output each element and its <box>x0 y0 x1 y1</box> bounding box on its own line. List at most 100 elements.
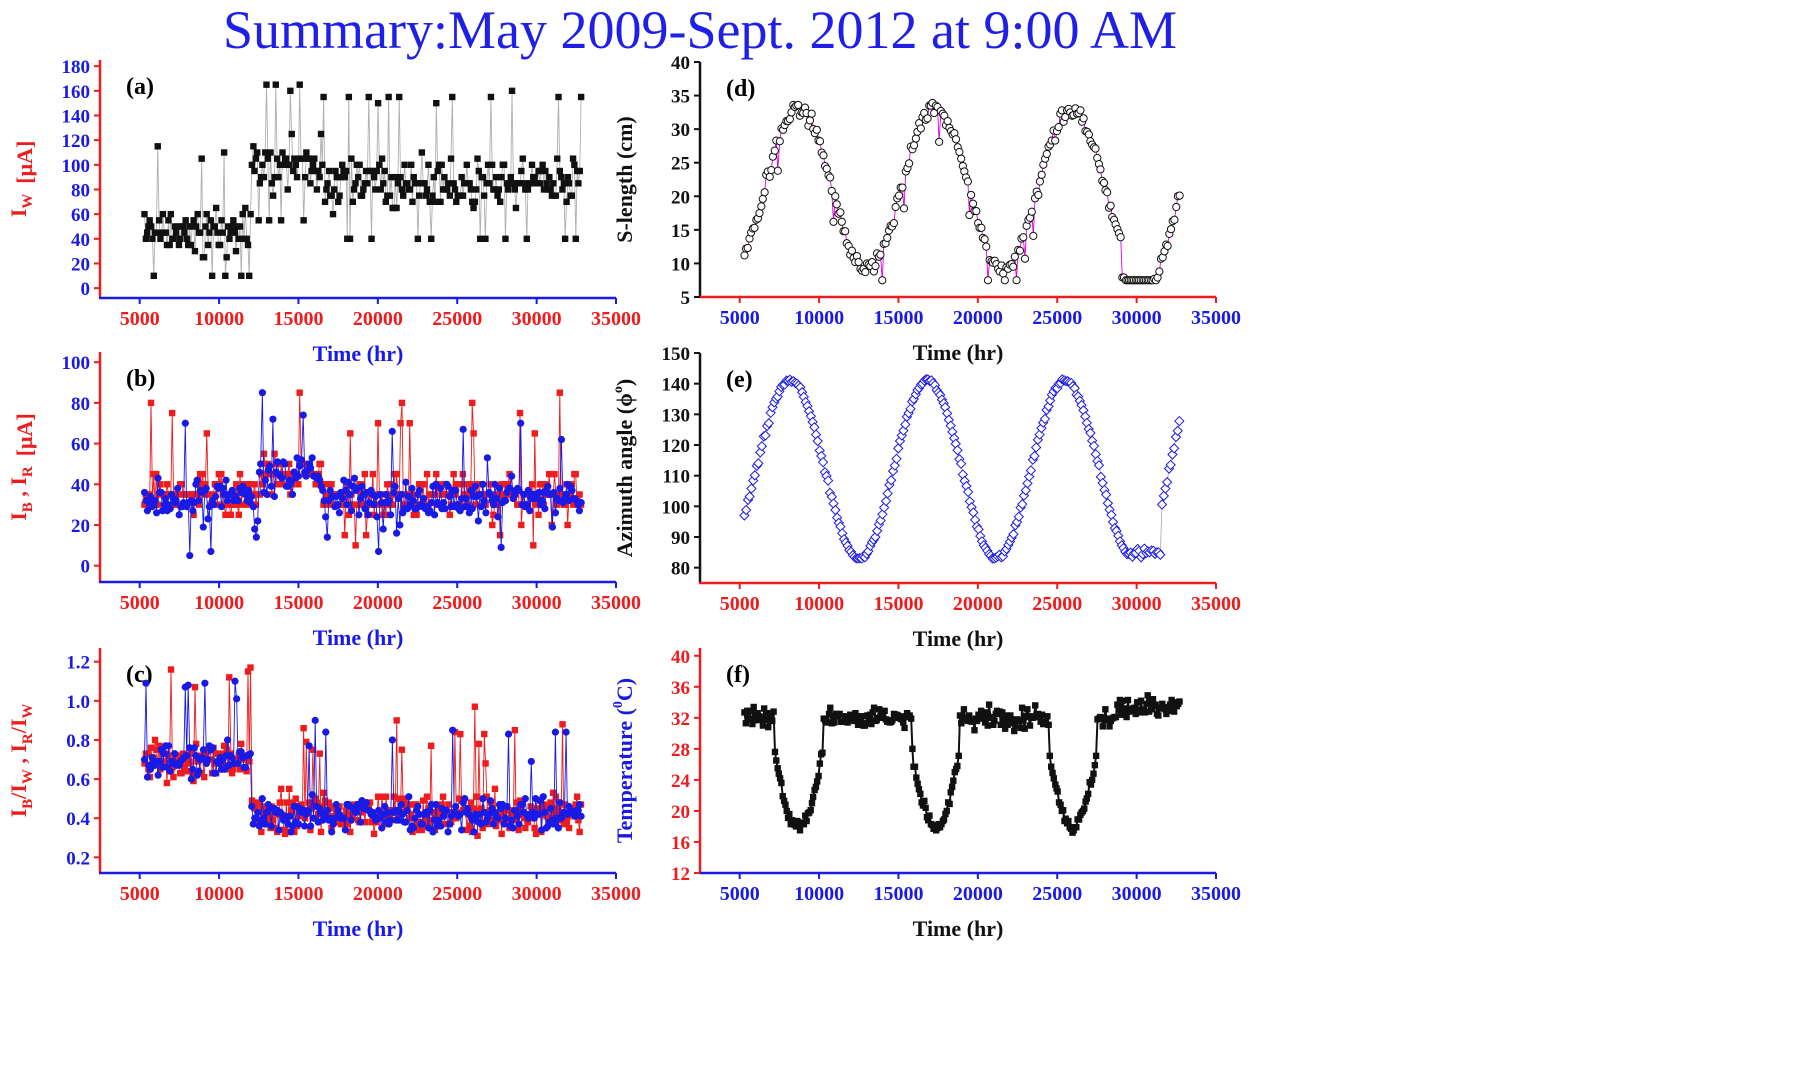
data-point <box>991 717 998 725</box>
data-point <box>372 186 379 193</box>
data-point <box>230 501 237 508</box>
data-point <box>516 180 524 187</box>
data-point <box>467 799 475 806</box>
data-point <box>551 811 558 818</box>
data-point <box>485 810 493 818</box>
x-tick-label: 30000 <box>512 308 562 330</box>
data-point <box>202 223 209 230</box>
data-point <box>374 99 382 107</box>
data-point <box>254 808 262 816</box>
data-point <box>572 235 579 243</box>
data-point <box>191 247 199 255</box>
data-point <box>501 814 510 822</box>
data-point <box>483 454 491 462</box>
data-point <box>844 719 851 726</box>
data-point <box>317 460 325 468</box>
data-point <box>160 750 168 758</box>
data-point <box>397 800 405 809</box>
data-point <box>763 418 775 429</box>
data-point <box>576 828 583 836</box>
data-point <box>413 180 420 187</box>
data-point <box>386 192 394 199</box>
data-point <box>785 114 794 124</box>
data-point <box>437 198 444 206</box>
y-tick-label: 20 <box>71 254 90 275</box>
data-point <box>1054 123 1063 132</box>
data-point <box>436 484 445 492</box>
data-point <box>350 474 359 482</box>
data-point <box>1035 177 1045 186</box>
data-point <box>985 701 993 708</box>
data-point <box>750 223 759 232</box>
data-point <box>147 399 155 407</box>
data-point <box>307 180 314 187</box>
y-tick-label: 32 <box>671 709 690 730</box>
data-point <box>175 511 183 519</box>
data-point <box>858 713 866 720</box>
data-point <box>472 501 480 508</box>
data-point <box>439 499 448 507</box>
data-point <box>498 830 505 838</box>
data-point <box>943 807 950 815</box>
y-tick-label: 130 <box>662 405 691 426</box>
data-point <box>439 812 448 820</box>
data-point <box>955 458 967 469</box>
data-point <box>494 501 501 508</box>
data-point <box>507 173 514 181</box>
data-point <box>437 811 444 818</box>
data-point <box>907 715 915 722</box>
data-point <box>528 481 536 488</box>
data-point <box>426 507 434 515</box>
data-point <box>1012 276 1021 285</box>
data-point <box>475 740 483 748</box>
panel-label: (f) <box>726 662 750 688</box>
data-point <box>226 235 233 243</box>
data-point <box>172 229 180 236</box>
data-point <box>381 167 388 175</box>
data-point <box>1124 696 1132 704</box>
data-point <box>319 486 327 495</box>
data-point <box>1011 727 1018 735</box>
data-point <box>899 204 909 213</box>
data-point <box>471 198 479 206</box>
data-point <box>373 513 381 521</box>
data-point <box>1158 490 1170 502</box>
data-point <box>187 750 195 757</box>
data-point <box>409 496 417 505</box>
data-point <box>295 481 302 488</box>
data-point <box>958 720 965 727</box>
data-point <box>1099 178 1109 187</box>
data-point <box>538 496 546 505</box>
data-point <box>291 155 298 162</box>
data-point <box>263 490 271 499</box>
data-point <box>832 200 841 209</box>
data-point <box>186 758 193 765</box>
data-point <box>1046 752 1053 760</box>
data-point <box>770 708 777 715</box>
data-point <box>577 812 585 820</box>
data-point <box>576 491 583 498</box>
data-point <box>226 674 233 681</box>
data-point <box>495 484 504 492</box>
data-point <box>780 797 788 805</box>
data-point <box>394 813 402 820</box>
data-point <box>195 496 203 505</box>
data-point <box>438 801 445 808</box>
data-point <box>567 491 574 498</box>
data-point <box>544 482 552 490</box>
data-point <box>1115 706 1122 714</box>
x-axis-label: Time (hr) <box>913 626 1004 651</box>
data-point <box>494 814 502 822</box>
y-tick-label: 40 <box>71 230 90 251</box>
data-point <box>458 826 466 834</box>
data-point <box>807 109 816 118</box>
data-point <box>539 793 547 801</box>
data-point <box>197 229 204 236</box>
x-tick-label: 15000 <box>273 883 323 905</box>
data-point <box>342 167 350 175</box>
data-point <box>520 180 528 187</box>
data-point <box>402 818 410 826</box>
data-point <box>239 210 246 218</box>
data-point <box>401 795 408 802</box>
y-tick-label: 24 <box>671 771 691 792</box>
